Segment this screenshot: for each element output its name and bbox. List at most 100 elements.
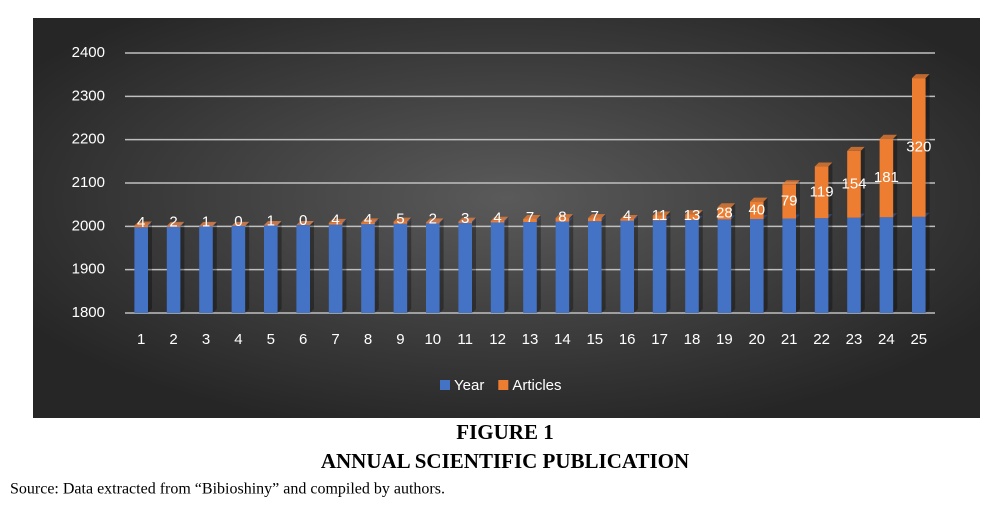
x-tick-label: 10 [424, 331, 441, 348]
bar-segment [588, 221, 602, 313]
data-label: 40 [748, 201, 765, 218]
bar-side [180, 223, 184, 313]
bar-segment [653, 220, 667, 313]
y-tick-label: 2200 [72, 131, 105, 148]
bar-segment [199, 226, 213, 313]
x-tick-label: 11 [457, 331, 473, 348]
x-tick-label: 8 [364, 331, 372, 348]
x-tick-label: 15 [586, 331, 603, 348]
bar-side [569, 218, 573, 313]
bar-segment [782, 219, 796, 313]
data-label: 4 [364, 211, 372, 228]
bar-side [764, 215, 768, 313]
x-tick-label: 16 [619, 331, 636, 348]
legend-swatch [440, 380, 450, 390]
bar-side [699, 216, 703, 313]
bar-side [796, 215, 800, 313]
bar-side [213, 222, 217, 313]
bar-segment [685, 220, 699, 313]
bar-segment [912, 217, 926, 313]
data-label: 8 [558, 209, 566, 226]
legend-label: Articles [512, 377, 561, 394]
bar-segment [491, 222, 505, 313]
data-label: 0 [234, 213, 242, 230]
x-tick-label: 6 [299, 331, 307, 348]
bar-side [731, 215, 735, 313]
x-tick-label: 2 [169, 331, 177, 348]
bar-side [245, 222, 249, 313]
figure-title: ANNUAL SCIENTIFIC PUBLICATION [321, 449, 689, 473]
x-tick-label: 20 [748, 331, 765, 348]
y-tick-label: 1900 [72, 261, 105, 278]
bar-segment [329, 225, 343, 313]
bar-segment [232, 226, 246, 313]
figure-number: FIGURE 1 [456, 420, 553, 444]
bar-segment [750, 219, 764, 313]
bar-segment [523, 222, 537, 313]
data-label: 4 [623, 208, 631, 225]
data-label: 154 [841, 175, 866, 192]
data-label: 3 [461, 210, 469, 227]
x-tick-label: 1 [137, 331, 145, 348]
bar-side [375, 220, 379, 313]
data-label: 13 [684, 207, 701, 224]
x-tick-label: 17 [651, 331, 668, 348]
bar-segment [847, 218, 861, 313]
x-tick-label: 25 [910, 331, 927, 348]
x-tick-label: 21 [781, 331, 798, 348]
bar-segment [426, 223, 440, 313]
bar-side [310, 221, 314, 313]
x-tick-label: 3 [202, 331, 210, 348]
bar-side [148, 223, 152, 313]
bar-side [828, 214, 832, 313]
data-label: 320 [906, 138, 931, 155]
data-label: 5 [396, 211, 404, 228]
bar-segment [394, 224, 408, 313]
x-tick-label: 12 [489, 331, 506, 348]
bar-side [861, 214, 865, 313]
data-label: 1 [267, 212, 275, 229]
x-tick-label: 9 [396, 331, 404, 348]
x-tick-label: 7 [331, 331, 339, 348]
data-label: 7 [591, 208, 599, 225]
x-tick-label: 18 [684, 331, 701, 348]
data-label: 2 [429, 210, 437, 227]
x-tick-label: 22 [813, 331, 830, 348]
data-label: 119 [810, 183, 834, 200]
y-tick-label: 2000 [72, 217, 105, 234]
x-tick-label: 23 [846, 331, 863, 348]
bar-segment [167, 227, 181, 313]
bar-segment [880, 217, 894, 313]
bar-segment [134, 227, 148, 313]
legend-label: Year [454, 377, 484, 394]
bar-side [278, 221, 282, 313]
data-label: 7 [526, 209, 534, 226]
x-tick-label: 24 [878, 331, 895, 348]
data-label: 4 [137, 214, 145, 231]
bar-side [504, 218, 508, 313]
data-label: 4 [331, 212, 339, 229]
bar-side [407, 220, 411, 313]
x-tick-label: 5 [267, 331, 275, 348]
bar-segment [361, 224, 375, 313]
x-tick-label: 13 [522, 331, 539, 348]
x-tick-label: 14 [554, 331, 571, 348]
data-label: 181 [874, 169, 899, 186]
bar-side [926, 213, 930, 313]
bar-segment [264, 225, 278, 313]
bar-segment [556, 222, 570, 313]
x-tick-label: 4 [234, 331, 242, 348]
bar-side [342, 221, 346, 313]
bar-segment [458, 223, 472, 313]
y-tick-label: 2300 [72, 87, 105, 104]
bar-side [472, 219, 476, 313]
source-note: Source: Data extracted from “Bibioshiny”… [10, 481, 445, 498]
bar-side [634, 217, 638, 313]
y-tick-label: 1800 [72, 304, 105, 321]
data-label: 1 [202, 213, 210, 230]
bar-side [893, 213, 897, 313]
bar-segment [620, 221, 634, 313]
data-label: 79 [781, 192, 798, 209]
data-label: 2 [169, 214, 177, 231]
